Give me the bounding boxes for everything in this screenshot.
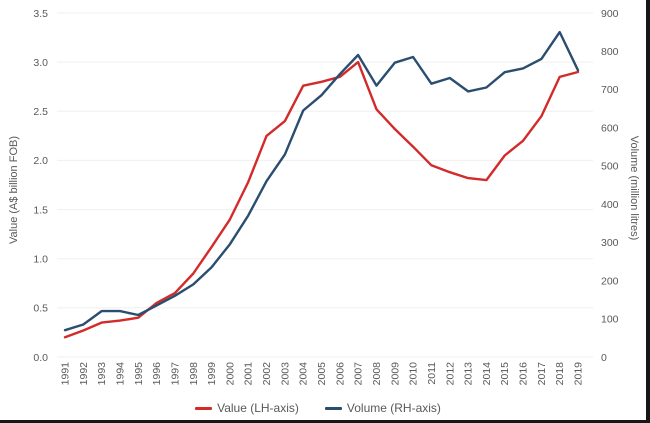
svg-text:0.5: 0.5 xyxy=(33,303,48,315)
svg-text:1991: 1991 xyxy=(60,362,72,386)
svg-text:2010: 2010 xyxy=(408,362,420,386)
svg-text:300: 300 xyxy=(601,237,619,249)
svg-text:0: 0 xyxy=(601,352,607,364)
svg-text:3.0: 3.0 xyxy=(33,57,48,69)
svg-text:3.5: 3.5 xyxy=(33,8,48,20)
legend-item-volume: Volume (RH-axis) xyxy=(324,401,441,415)
chart-legend: Value (LH-axis) Volume (RH-axis) xyxy=(0,401,636,415)
volume-series-swatch xyxy=(324,406,342,410)
svg-text:2017: 2017 xyxy=(536,362,548,386)
svg-text:500: 500 xyxy=(601,161,619,173)
legend-item-value: Value (LH-axis) xyxy=(195,401,299,415)
svg-text:2014: 2014 xyxy=(481,362,493,386)
legend-label-value: Value (LH-axis) xyxy=(217,401,299,415)
svg-text:2003: 2003 xyxy=(279,362,291,386)
svg-text:2005: 2005 xyxy=(316,362,328,386)
svg-text:2013: 2013 xyxy=(463,362,475,386)
svg-text:800: 800 xyxy=(601,46,619,58)
svg-text:2002: 2002 xyxy=(261,362,273,386)
value-series-swatch xyxy=(195,406,213,410)
svg-text:600: 600 xyxy=(601,123,619,135)
svg-text:2004: 2004 xyxy=(298,362,310,386)
svg-text:200: 200 xyxy=(601,275,619,287)
svg-text:100: 100 xyxy=(601,314,619,326)
right-axis-title: Volume (million litres) xyxy=(628,135,640,241)
svg-text:1994: 1994 xyxy=(115,362,127,386)
svg-text:2016: 2016 xyxy=(518,362,530,386)
svg-text:2019: 2019 xyxy=(573,362,585,386)
svg-text:2.0: 2.0 xyxy=(33,155,48,167)
svg-text:900: 900 xyxy=(601,8,619,20)
legend-label-volume: Volume (RH-axis) xyxy=(346,401,441,415)
svg-text:2018: 2018 xyxy=(554,362,566,386)
svg-text:2009: 2009 xyxy=(389,362,401,386)
svg-text:2008: 2008 xyxy=(371,362,383,386)
svg-text:2006: 2006 xyxy=(334,362,346,386)
svg-text:1993: 1993 xyxy=(96,362,108,386)
svg-text:2001: 2001 xyxy=(243,362,255,386)
svg-text:1995: 1995 xyxy=(133,362,145,386)
svg-text:2000: 2000 xyxy=(224,362,236,386)
svg-text:1998: 1998 xyxy=(188,362,200,386)
svg-text:1996: 1996 xyxy=(151,362,163,386)
svg-text:1999: 1999 xyxy=(206,362,218,386)
svg-text:1.5: 1.5 xyxy=(33,204,48,216)
svg-text:2015: 2015 xyxy=(499,362,511,386)
svg-text:2011: 2011 xyxy=(426,362,438,385)
svg-text:2.5: 2.5 xyxy=(33,106,48,118)
svg-text:1997: 1997 xyxy=(169,362,181,386)
svg-text:2012: 2012 xyxy=(444,362,456,386)
svg-text:1.0: 1.0 xyxy=(33,254,48,266)
svg-text:0.0: 0.0 xyxy=(33,352,48,364)
svg-text:1992: 1992 xyxy=(78,362,90,386)
svg-text:700: 700 xyxy=(601,84,619,96)
svg-text:400: 400 xyxy=(601,199,619,211)
svg-text:2007: 2007 xyxy=(353,362,365,386)
